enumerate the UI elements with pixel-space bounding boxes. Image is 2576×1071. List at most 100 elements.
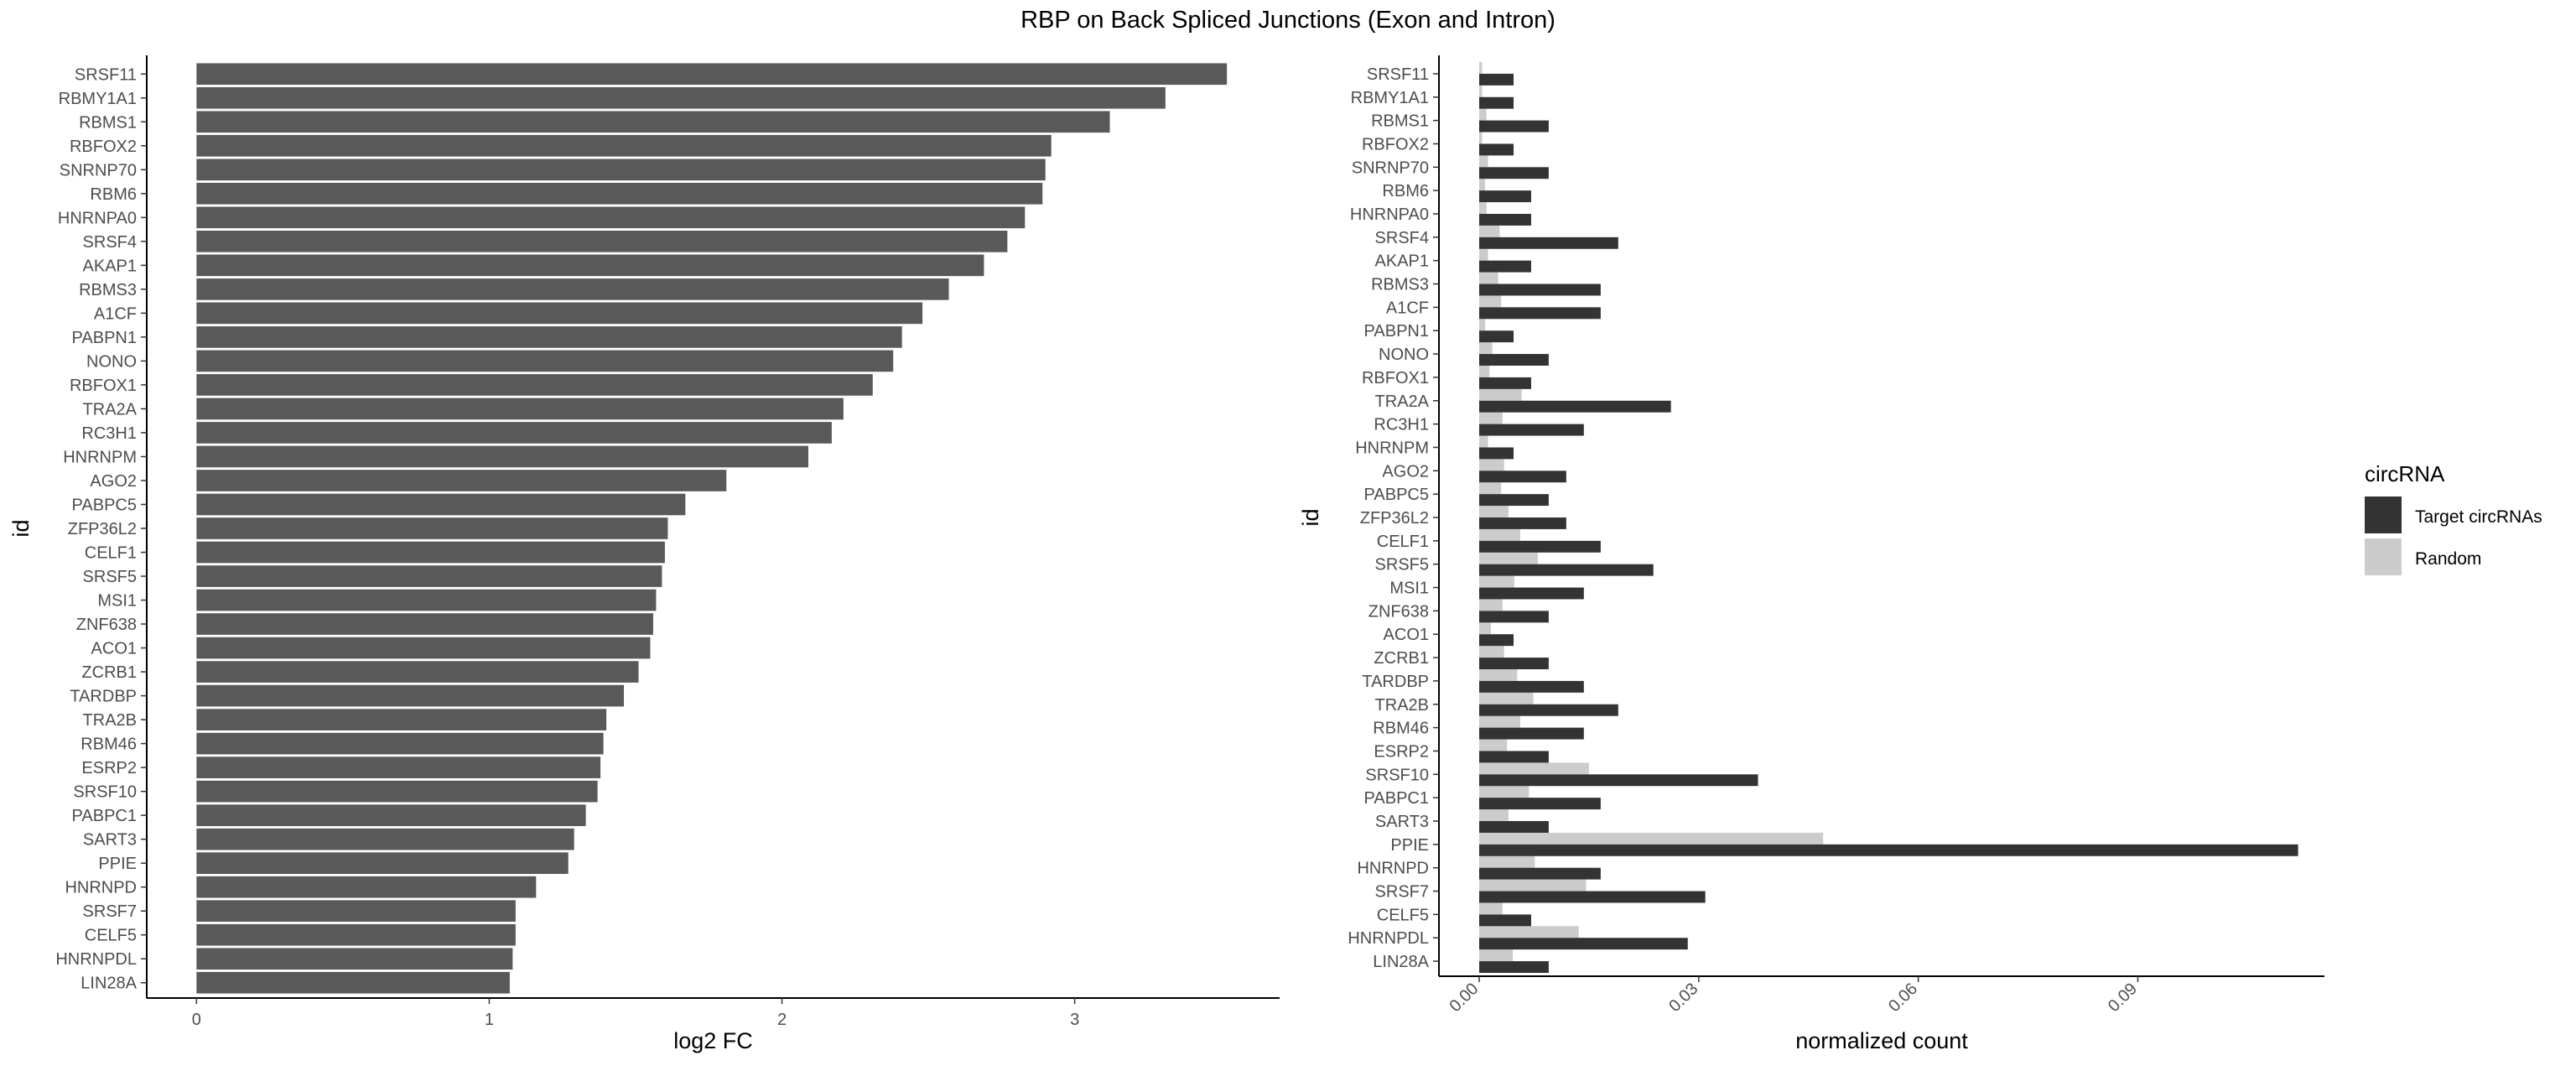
- x-tick-label: 1: [485, 1011, 494, 1029]
- y-tick-label: HNRNPM: [63, 448, 137, 466]
- y-tick-label: MSI1: [1389, 580, 1429, 598]
- y-tick-label: AKAP1: [1375, 252, 1429, 271]
- y-tick-label: RBFOX1: [1362, 369, 1429, 387]
- bar-celf1: [196, 541, 665, 564]
- bar-random-tra2a: [1479, 388, 1522, 401]
- bar-target-circrnas-znf638: [1479, 611, 1549, 623]
- bar-target-circrnas-zfp36l2: [1479, 517, 1566, 529]
- y-axis-title: id: [1298, 508, 1323, 526]
- bar-target-circrnas-rbmy1a1: [1479, 96, 1514, 109]
- y-tick-label: RBMS3: [1371, 276, 1429, 294]
- y-tick-label: SART3: [83, 831, 137, 850]
- y-tick-label: CELF1: [85, 544, 137, 563]
- bar-target-circrnas-rbms1: [1479, 120, 1549, 133]
- y-tick-label: MSI1: [97, 592, 137, 611]
- y-tick-label: TARDBP: [1362, 673, 1429, 691]
- bar-target-circrnas-nono: [1479, 354, 1549, 366]
- bar-random-nono: [1479, 342, 1493, 355]
- bar-random-tra2b: [1479, 692, 1534, 704]
- bar-srsf7: [196, 900, 516, 923]
- bar-target-circrnas-aco1: [1479, 634, 1514, 647]
- bar-rbfox2: [196, 134, 1052, 157]
- x-tick-label: 2: [777, 1011, 787, 1029]
- y-tick-label: SRSF7: [83, 902, 137, 921]
- bar-target-circrnas-tardbp: [1479, 680, 1584, 693]
- legend: circRNA Target circRNAs Random: [2365, 461, 2542, 575]
- y-tick-label: PABPC5: [72, 496, 137, 514]
- bar-target-circrnas-rc3h1: [1479, 424, 1584, 436]
- y-tick-label: HNRNPD: [65, 879, 137, 897]
- bar-target-circrnas-msi1: [1479, 587, 1584, 600]
- bar-target-circrnas-tra2a: [1479, 400, 1671, 413]
- bar-random-hnrnpd: [1479, 855, 1535, 868]
- y-tick-label: ZCRB1: [1374, 649, 1429, 668]
- bar-target-circrnas-snrnp70: [1479, 167, 1549, 179]
- bar-target-circrnas-rbm46: [1479, 727, 1584, 740]
- bar-random-esrp2: [1479, 739, 1508, 751]
- y-tick-label: SRSF7: [1375, 883, 1429, 902]
- bar-rc3h1: [196, 422, 832, 444]
- bar-random-zcrb1: [1479, 646, 1504, 658]
- y-tick-label: RBMS1: [1371, 112, 1429, 131]
- y-tick-label: SRSF11: [1367, 65, 1429, 84]
- bar-pabpc1: [196, 804, 586, 826]
- bar-random-hnrnpm: [1479, 435, 1488, 448]
- y-tick-label: RBM6: [1382, 182, 1429, 200]
- y-tick-label: PABPC5: [1364, 486, 1429, 504]
- bar-snrnp70: [196, 159, 1046, 181]
- y-axis-title: id: [8, 519, 34, 537]
- bar-random-rbfox1: [1479, 366, 1490, 377]
- bar-aco1: [196, 637, 651, 659]
- bar-srsf10: [196, 780, 598, 803]
- y-tick-label: TARDBP: [70, 688, 137, 706]
- bar-target-circrnas-pabpc5: [1479, 494, 1549, 507]
- y-tick-label: A1CF: [1386, 299, 1429, 317]
- y-tick-label: SRSF10: [73, 783, 137, 802]
- bar-lin28a: [196, 971, 510, 994]
- bar-random-rbm6: [1479, 179, 1485, 191]
- bar-random-srsf11: [1479, 62, 1483, 74]
- y-tick-label: RC3H1: [81, 424, 137, 443]
- y-tick-label: LIN28A: [80, 975, 137, 993]
- bar-srsf4: [196, 231, 1008, 252]
- y-tick-label: PABPN1: [72, 329, 137, 347]
- figure-title: RBP on Back Spliced Junctions (Exon and …: [1021, 7, 1555, 34]
- bar-rbms1: [196, 111, 1110, 133]
- bar-rbm46: [196, 732, 604, 755]
- bar-random-pabpn1: [1479, 319, 1485, 331]
- bar-random-tardbp: [1479, 669, 1518, 681]
- bar-target-circrnas-rbms3: [1479, 283, 1601, 296]
- bar-random-sart3: [1479, 809, 1509, 821]
- y-tick-label: ZNF638: [76, 616, 137, 634]
- x-axis-title: log2 FC: [673, 1028, 753, 1053]
- y-tick-label: NONO: [86, 352, 137, 371]
- log2fc-panel: SRSF11 RBMY1A1 RBMS1 RBFOX2 SNRNP70 RBM6 HNRNP…: [8, 55, 1280, 1053]
- bar-random-znf638: [1479, 599, 1503, 611]
- legend-label-random: Random: [2415, 549, 2481, 569]
- bar-hnrnpa0: [196, 206, 1026, 229]
- bar-target-circrnas-akap1: [1479, 260, 1531, 273]
- y-tick-label: HNRNPDL: [55, 950, 137, 969]
- bar-msi1: [196, 589, 657, 611]
- bar-random-rbm46: [1479, 715, 1520, 728]
- y-tick-label: TRA2A: [1375, 393, 1430, 411]
- bar-target-circrnas-esrp2: [1479, 751, 1549, 763]
- bar-sart3: [196, 828, 574, 850]
- bar-random-srsf7: [1479, 879, 1587, 892]
- bar-pabpc5: [196, 493, 686, 516]
- bar-ago2: [196, 470, 727, 491]
- bar-target-circrnas-srsf10: [1479, 774, 1758, 787]
- bar-random-hnrnpdl: [1479, 926, 1579, 938]
- bar-random-srsf10: [1479, 762, 1589, 775]
- x-tick-label: 0: [192, 1011, 201, 1029]
- y-tick-label: TRA2B: [83, 711, 137, 730]
- y-tick-label: SRSF10: [1365, 766, 1429, 784]
- bar-a1cf: [196, 302, 923, 325]
- y-tick-label: AKAP1: [83, 257, 137, 275]
- y-tick-label: SRSF4: [1375, 229, 1429, 247]
- y-tick-label: CELF5: [85, 927, 137, 945]
- y-tick-label: SART3: [1375, 813, 1429, 831]
- bar-random-rc3h1: [1479, 412, 1503, 424]
- x-tick-label: 0.09: [2105, 980, 2141, 1016]
